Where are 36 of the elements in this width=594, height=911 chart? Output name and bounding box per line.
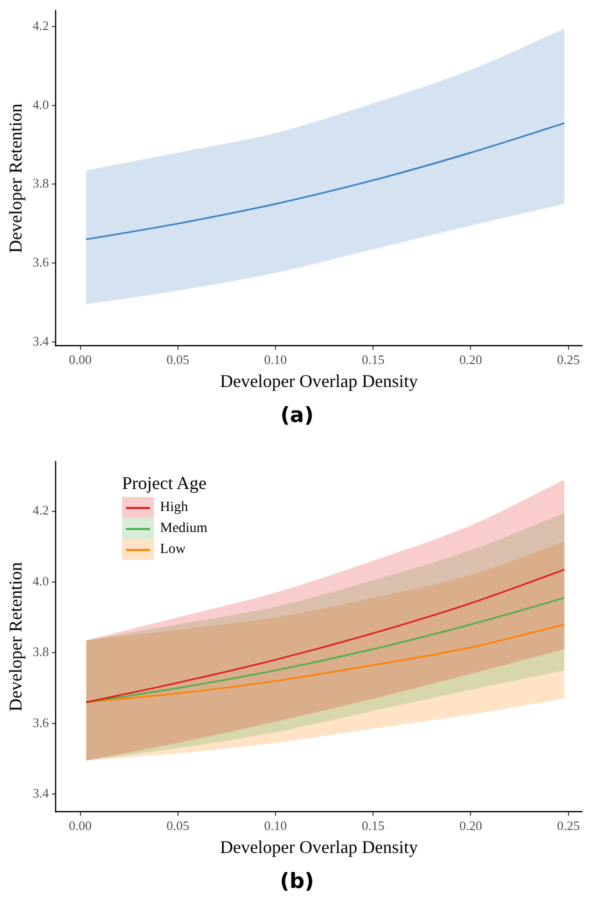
x-tick-label: 0.10	[264, 352, 287, 368]
x-axis-title: Developer Overlap Density	[220, 836, 418, 857]
text: (b)	[278, 868, 316, 895]
y-tick-label: 4.0	[32, 96, 49, 112]
x-tick-label: 0.10	[264, 818, 287, 834]
line-series	[85, 122, 566, 240]
x-tick-label: 0.00	[68, 818, 92, 834]
y-tick-label: 3.4	[32, 333, 50, 348]
x-axis-title: Developer Overlap Density	[220, 370, 418, 391]
x-tick-label: 0.20	[459, 818, 482, 834]
x-tick-label: 0.05	[166, 352, 190, 368]
legend-title: Project Age	[122, 473, 208, 494]
x-tick-label: 0.15	[362, 818, 384, 834]
y-tick-label: 3.6	[32, 714, 50, 730]
legend-label: High	[160, 500, 188, 516]
y-tick-label: 4.2	[32, 502, 49, 518]
y-tick-label: 4.2	[32, 18, 49, 33]
line-series	[85, 597, 566, 704]
y-tick-label: 3.6	[32, 254, 50, 270]
y-tick-label: 4.0	[32, 573, 49, 588]
legend-label: Low	[160, 542, 186, 558]
x-tick-label: 0.00	[68, 352, 92, 368]
y-tick-label: 3.8	[32, 176, 49, 191]
x-tick-label: 0.05	[166, 818, 190, 834]
text: (a)	[279, 402, 315, 429]
y-axis-title: Developer Retention	[6, 562, 26, 712]
legend-label: Medium	[160, 520, 208, 536]
x-tick-label: 0.15	[362, 352, 384, 368]
y-axis-title: Developer Retention	[6, 104, 26, 254]
y-tick-label: 3.4	[32, 786, 50, 801]
line-series	[85, 624, 566, 704]
y-tick-label: 3.8	[32, 644, 49, 660]
x-tick-label: 0.25	[556, 352, 580, 368]
x-tick-label: 0.25	[556, 818, 580, 834]
x-tick-label: 0.20	[459, 352, 482, 368]
line-series	[85, 568, 566, 704]
